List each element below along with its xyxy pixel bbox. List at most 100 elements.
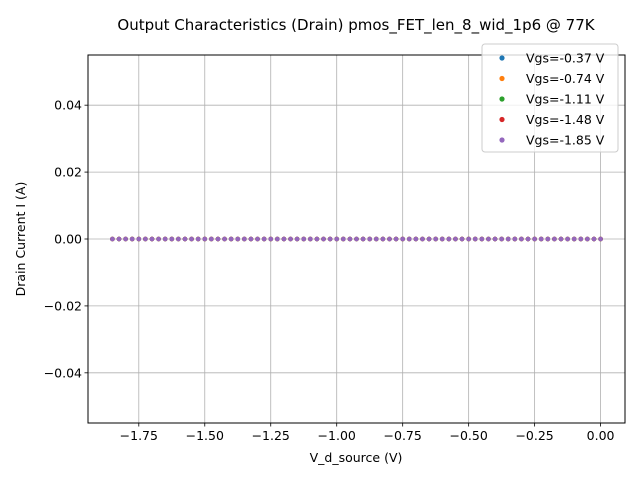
- data-point: [182, 236, 188, 242]
- data-point: [499, 236, 504, 242]
- data-point: [387, 236, 392, 242]
- data-point: [209, 236, 214, 242]
- x-tick-label: 0.00: [587, 428, 615, 443]
- data-point: [215, 236, 221, 242]
- data-point: [466, 236, 471, 242]
- data-point: [228, 236, 234, 242]
- y-axis-label: Drain Current I (A): [13, 182, 28, 297]
- data-point: [156, 236, 161, 242]
- data-point: [235, 236, 241, 242]
- chart-title: Output Characteristics (Drain) pmos_FET_…: [117, 16, 595, 35]
- x-axis-ticks: −1.75 −1.50 −1.25 −1.00 −0.75 −0.50 −0.25 0.00: [120, 423, 615, 443]
- data-point: [512, 236, 518, 242]
- data-point: [301, 236, 307, 242]
- data-point: [532, 236, 537, 242]
- data-point: [308, 236, 313, 242]
- data-point: [598, 236, 603, 242]
- series-5: [110, 236, 603, 242]
- data-point: [433, 236, 438, 242]
- legend-marker: [499, 75, 505, 82]
- data-point: [571, 236, 577, 242]
- data-point: [242, 236, 247, 242]
- data-point: [492, 236, 498, 242]
- data-point: [110, 236, 115, 242]
- data-point: [354, 236, 359, 242]
- data-point: [453, 236, 458, 242]
- data-point: [505, 236, 511, 242]
- data-point: [321, 236, 326, 242]
- legend-label: Vgs=-0.37 V: [526, 51, 605, 66]
- data-point: [169, 236, 175, 242]
- data-point: [552, 236, 557, 242]
- data-point: [314, 236, 320, 242]
- data-point: [413, 236, 419, 242]
- legend-marker: [499, 96, 505, 102]
- legend-label: Vgs=-1.85 V: [526, 133, 605, 148]
- legend-label: Vgs=-0.74 V: [526, 71, 605, 86]
- data-point: [268, 236, 274, 242]
- data-point: [538, 236, 544, 242]
- x-tick-label: −1.25: [252, 428, 290, 443]
- data-point: [129, 236, 135, 242]
- data-point: [222, 236, 227, 242]
- data-point: [545, 236, 551, 242]
- x-axis-label: V_d_source (V): [310, 450, 403, 465]
- data-point: [176, 236, 181, 242]
- data-point: [334, 236, 340, 242]
- data-point: [525, 236, 531, 242]
- x-tick-label: −1.75: [120, 428, 158, 443]
- y-tick-label: −0.02: [44, 298, 82, 313]
- x-tick-label: −0.50: [449, 428, 487, 443]
- data-point: [327, 236, 333, 242]
- data-point: [439, 236, 445, 242]
- data-point: [420, 236, 425, 242]
- data-point: [143, 236, 148, 242]
- data-point: [281, 236, 287, 242]
- data-point: [578, 236, 584, 242]
- y-tick-label: −0.04: [44, 365, 82, 380]
- data-point: [347, 236, 353, 242]
- data-point: [380, 236, 386, 242]
- y-tick-label: 0.00: [54, 232, 82, 247]
- legend-marker: [499, 55, 505, 61]
- data-point: [585, 236, 590, 242]
- data-point: [123, 236, 128, 242]
- data-point: [446, 236, 452, 242]
- legend-label: Vgs=-1.48 V: [526, 112, 605, 127]
- y-tick-label: 0.02: [54, 165, 82, 180]
- legend-marker: [499, 116, 505, 123]
- data-point: [426, 236, 432, 242]
- data-point: [275, 236, 280, 242]
- x-tick-label: −0.25: [515, 428, 553, 443]
- y-tick-label: 0.04: [54, 98, 82, 113]
- y-axis-ticks: −0.04 −0.02 0.00 0.02 0.04: [44, 98, 88, 380]
- data-point: [472, 236, 478, 242]
- data-point: [261, 236, 267, 242]
- data-point: [341, 236, 346, 242]
- legend: Vgs=-0.37 V Vgs=-0.74 V Vgs=-1.11 V Vgs=-1.…: [481, 43, 619, 153]
- data-point: [591, 236, 597, 242]
- data-point: [486, 236, 491, 242]
- data-point: [360, 236, 366, 242]
- data-point: [288, 236, 293, 242]
- x-tick-label: −1.00: [318, 428, 356, 443]
- data-point: [162, 236, 168, 242]
- data-point: [255, 236, 260, 242]
- legend-frame: [481, 43, 619, 153]
- data-point: [149, 236, 155, 242]
- data-point: [400, 236, 405, 242]
- data-point: [479, 236, 485, 242]
- data-points: [110, 236, 603, 242]
- data-point: [116, 236, 122, 242]
- data-point: [189, 236, 194, 242]
- data-point: [519, 236, 524, 242]
- data-point: [406, 236, 412, 242]
- data-point: [248, 236, 254, 242]
- data-point: [393, 236, 399, 242]
- data-point: [565, 236, 570, 242]
- x-tick-label: −1.50: [186, 428, 224, 443]
- data-point: [294, 236, 300, 242]
- data-point: [459, 236, 465, 242]
- data-point: [136, 236, 142, 242]
